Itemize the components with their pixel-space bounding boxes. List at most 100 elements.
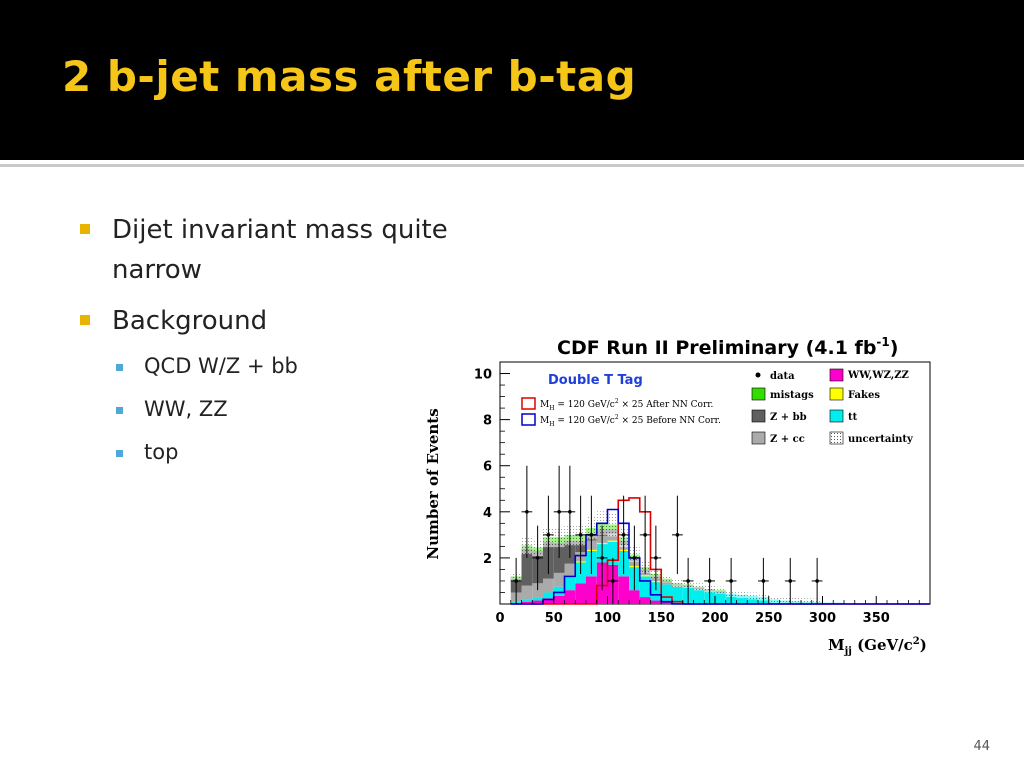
stack-bar-ww-wz-zz bbox=[575, 583, 586, 604]
bullet-item: Background bbox=[80, 301, 268, 341]
data-point bbox=[546, 533, 551, 537]
stack-bar-tt bbox=[607, 541, 619, 565]
bullet-item: Dijet invariant mass quite narrow bbox=[80, 210, 448, 290]
stack-bar-tt bbox=[564, 576, 576, 591]
stack-bar-tt bbox=[736, 594, 748, 604]
legend-label-zbb: Z + bb bbox=[770, 412, 807, 423]
y-axis-label: Number of Events bbox=[424, 408, 442, 559]
stack-bar-fakes bbox=[607, 540, 619, 542]
stack-bar-ww-wz-zz bbox=[650, 600, 662, 604]
data-point bbox=[788, 579, 793, 583]
x-tick-label: 200 bbox=[701, 611, 728, 626]
stack-bar-tt bbox=[532, 597, 543, 601]
data-point bbox=[578, 533, 583, 537]
stack-bar-z-cc bbox=[607, 533, 619, 541]
uncertainty-band bbox=[801, 598, 812, 606]
stack-bar-z-cc bbox=[553, 572, 565, 587]
stack-bar-ww-wz-zz bbox=[629, 590, 640, 604]
data-point bbox=[568, 510, 572, 514]
data-point bbox=[729, 579, 733, 583]
data-point bbox=[557, 510, 561, 514]
stack-bar-ww-wz-zz bbox=[661, 601, 672, 604]
legend-swatch-zcc bbox=[751, 431, 766, 445]
uncertainty-band bbox=[768, 595, 780, 603]
bullet-line: Dijet invariant mass quite bbox=[112, 215, 448, 245]
data-point bbox=[675, 533, 680, 537]
stack-bar-z-cc bbox=[521, 585, 533, 600]
x-tick-label: 50 bbox=[545, 611, 563, 626]
stack-bar-tt bbox=[639, 576, 651, 598]
stack-bar-tt bbox=[521, 599, 533, 602]
legend-swatch-signal-before bbox=[521, 413, 536, 426]
stack-bar-z-cc bbox=[661, 582, 672, 585]
subbullet-item: QCD W/Z + bb bbox=[116, 354, 298, 378]
x-tick-label: 300 bbox=[809, 611, 836, 626]
stack-bar-tt bbox=[650, 582, 662, 601]
slide-title: 2 b-jet mass after b-tag bbox=[62, 52, 637, 101]
header-shadow-line bbox=[0, 164, 1024, 167]
stack-bar-z-cc bbox=[543, 578, 554, 593]
legend-swatch-uncertainty bbox=[829, 431, 844, 445]
x-tick-label: 0 bbox=[495, 611, 504, 626]
data-point bbox=[621, 533, 626, 537]
stack-bar-tt bbox=[553, 586, 565, 596]
bullet-square-icon bbox=[80, 224, 90, 234]
uncertainty-band bbox=[779, 597, 791, 604]
stack-bar-ww-wz-zz bbox=[564, 590, 576, 604]
subbullet-item: WW, ZZ bbox=[116, 397, 228, 421]
legend-swatch-tt bbox=[829, 409, 844, 423]
page-number: 44 bbox=[973, 739, 990, 754]
data-point bbox=[654, 556, 658, 560]
subbullet-square-icon bbox=[116, 450, 123, 457]
data-point bbox=[600, 556, 604, 560]
legend-label-tt: tt bbox=[848, 412, 858, 423]
uncertainty-band bbox=[736, 591, 748, 599]
histogram-chart: CDF Run II Preliminary (4.1 fb-1) 0 50 100… bbox=[424, 335, 931, 657]
uncertainty-band bbox=[715, 586, 726, 594]
bullet-text: Background bbox=[112, 306, 268, 336]
uncertainty-band bbox=[790, 597, 801, 605]
data-point bbox=[686, 579, 690, 583]
legend-label-fakes: Fakes bbox=[848, 390, 880, 401]
stack-bar-ww-wz-zz bbox=[521, 601, 533, 604]
legend-label-diboson: WW,WZ,ZZ bbox=[847, 370, 909, 381]
subbullet-square-icon bbox=[116, 407, 123, 414]
stack-bar-ww-wz-zz bbox=[618, 576, 629, 604]
y-tick-label: 4 bbox=[483, 506, 492, 521]
stack-bar-z-bb bbox=[553, 542, 565, 573]
stack-bar-tt bbox=[693, 590, 705, 604]
stack-bar-ww-wz-zz bbox=[586, 576, 597, 604]
data-point bbox=[632, 556, 637, 560]
bullet-square-icon bbox=[80, 315, 90, 325]
data-point bbox=[514, 579, 518, 583]
subbullet-text: top bbox=[144, 440, 179, 464]
chart-title: CDF Run II Preliminary (4.1 fb-1) bbox=[557, 335, 898, 359]
subbullet-text: QCD W/Z + bb bbox=[144, 354, 298, 378]
legend-swatch-diboson bbox=[829, 368, 844, 382]
subbullet-text: WW, ZZ bbox=[144, 397, 228, 421]
legend-marker-data bbox=[755, 372, 761, 378]
stack-bar-z-bb bbox=[521, 548, 533, 586]
stack-bar-tt bbox=[543, 592, 554, 599]
legend-swatch-zbb bbox=[751, 409, 766, 423]
y-tick-label: 8 bbox=[483, 414, 492, 429]
legend-label-signal-after: MH = 120 GeV/c2 × 25 After NN Corr. bbox=[540, 398, 714, 412]
x-axis-label: Mjj (GeV/c2) bbox=[828, 636, 927, 657]
uncertainty-band bbox=[672, 579, 683, 587]
stack-bar-fakes bbox=[639, 575, 651, 577]
stack-bar-ww-wz-zz bbox=[543, 598, 554, 604]
bullet-line: narrow bbox=[112, 255, 202, 285]
uncertainty-band bbox=[693, 583, 705, 591]
data-points-layer bbox=[510, 465, 823, 604]
header-divider bbox=[0, 160, 1024, 164]
y-tick-label: 2 bbox=[483, 552, 492, 567]
x-tick-label: 350 bbox=[863, 611, 890, 626]
legend-label-zcc: Z + cc bbox=[770, 434, 805, 445]
tag-label: Double T Tag bbox=[548, 373, 643, 388]
legend-label-uncertainty: uncertainty bbox=[848, 434, 914, 445]
stack-bar-tt bbox=[715, 592, 726, 604]
data-point bbox=[525, 510, 529, 514]
legend-label-signal-before: MH = 120 GeV/c2 × 25 Before NN Corr. bbox=[540, 414, 721, 428]
data-point bbox=[589, 533, 594, 537]
x-tick-label: 100 bbox=[594, 611, 621, 626]
